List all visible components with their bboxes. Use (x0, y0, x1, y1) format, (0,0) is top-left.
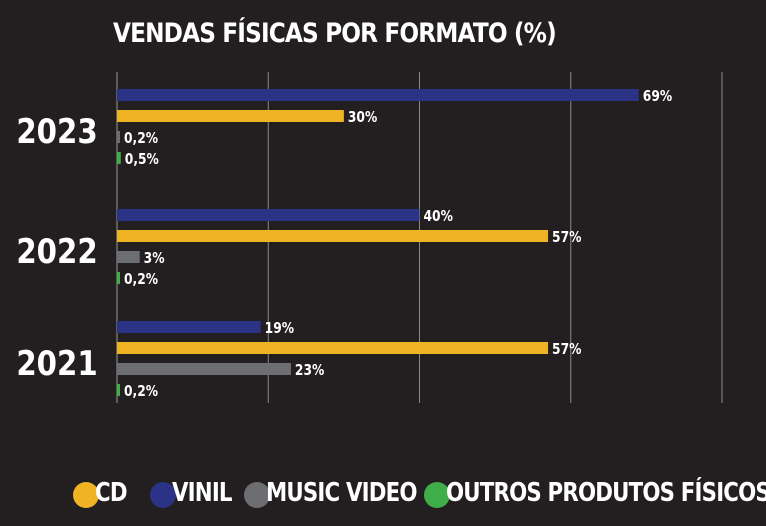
bar-vinil-2021 (117, 321, 261, 333)
bar-cd-2021 (117, 342, 549, 354)
legend-label-vinil: VINIL (172, 478, 233, 508)
data-label: 3% (144, 250, 165, 267)
bar-vinil-2022 (117, 209, 420, 221)
category-label-2023: 2023 (16, 113, 97, 152)
data-label: 30% (348, 109, 378, 126)
data-label: 0,2% (124, 383, 158, 400)
bar-outros-produtos-físicos-2023 (117, 152, 121, 164)
bar-music-video-2022 (117, 251, 140, 263)
legend-dot-music-video (244, 482, 270, 508)
data-label: 0,2% (124, 271, 158, 288)
legend-dot-cd (73, 482, 99, 508)
bar-music-video-2023 (117, 131, 120, 143)
legend: CD VINIL MUSIC VIDEO OUTROS PRODUTOS FÍS… (0, 476, 766, 516)
data-label: 57% (552, 341, 582, 358)
data-label: 0,2% (124, 130, 158, 147)
data-label: 19% (265, 320, 295, 337)
data-label: 23% (295, 362, 325, 379)
legend-dot-outros (424, 482, 450, 508)
bar-cd-2023 (117, 110, 344, 122)
bar-outros-produtos-físicos-2022 (117, 272, 120, 284)
data-label: 0,5% (125, 151, 159, 168)
legend-label-cd: CD (95, 478, 128, 508)
bar-chart: 2023 69% 30% 0,2% 0,5% 2022 40% 57% 3% 0,2% 2021 19… (16, 72, 723, 403)
legend-label-music-video: MUSIC VIDEO (266, 478, 418, 508)
bar-vinil-2023 (117, 89, 639, 101)
legend-dot-vinil (150, 482, 176, 508)
data-label: 69% (643, 88, 673, 105)
category-label-2021: 2021 (16, 345, 97, 384)
data-label: 40% (424, 208, 454, 225)
chart-title: VENDAS FÍSICAS POR FORMATO (%) (113, 18, 557, 49)
data-label: 57% (552, 229, 582, 246)
category-label-2022: 2022 (16, 233, 97, 272)
bar-music-video-2021 (117, 363, 291, 375)
legend-label-outros: OUTROS PRODUTOS FÍSICOS (446, 478, 766, 508)
bar-cd-2022 (117, 230, 549, 242)
bar-outros-produtos-físicos-2021 (117, 384, 120, 396)
